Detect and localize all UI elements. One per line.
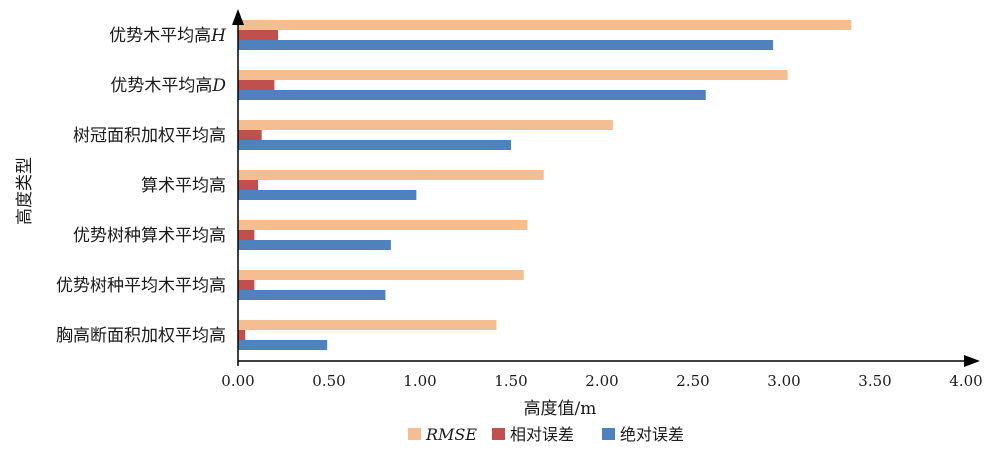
bar-series1-cat2 xyxy=(238,130,262,140)
bar-series1-cat3 xyxy=(238,180,259,190)
category-label-3: 算术平均高 xyxy=(141,176,226,196)
x-tick-label-2: 1.00 xyxy=(403,372,436,390)
bar-series2-cat1 xyxy=(238,90,706,100)
bar-series0-cat0 xyxy=(238,20,852,30)
x-axis-title: 高度值/m xyxy=(524,399,597,419)
x-tick-label-8: 4.00 xyxy=(949,372,982,390)
bar-series1-cat5 xyxy=(238,280,255,290)
bar-series2-cat4 xyxy=(238,240,391,250)
bar-series0-cat5 xyxy=(238,270,524,280)
bar-series1-cat1 xyxy=(238,80,275,90)
category-label-2: 树冠面积加权平均高 xyxy=(73,126,226,146)
x-tick-label-1: 0.50 xyxy=(312,372,345,390)
bar-series2-cat3 xyxy=(238,190,417,200)
y-axis-arrow xyxy=(232,9,244,25)
legend-swatch-1 xyxy=(492,428,505,440)
legend-swatch-2 xyxy=(602,428,615,440)
y-axis-title: 高度类型 xyxy=(15,157,35,225)
bars-group xyxy=(238,20,852,350)
bar-series0-cat2 xyxy=(238,120,613,130)
category-label-1: 优势木平均高D xyxy=(110,76,226,96)
category-label-0: 优势木平均高H xyxy=(109,26,227,46)
x-tick-label-6: 3.00 xyxy=(767,372,800,390)
category-labels: 优势木平均高H 优势木平均高D 树冠面积加权平均高算术平均高优势树种算术平均高优势树… xyxy=(56,26,227,346)
category-label-4: 优势树种算术平均高 xyxy=(73,226,226,246)
bar-series0-cat6 xyxy=(238,320,497,330)
x-tick-labels: 0.00 0.50 1.00 1.50 2.00 2.50 3.00 3.50 4.00 xyxy=(221,372,982,390)
bar-series2-cat5 xyxy=(238,290,386,300)
legend-label-0: RMSE xyxy=(425,425,477,444)
bar-series0-cat3 xyxy=(238,170,544,180)
legend: RMSE 相对误差 绝对误差 xyxy=(408,425,684,444)
category-label-5: 优势树种平均木平均高 xyxy=(56,276,226,296)
x-tick-label-3: 1.50 xyxy=(494,372,527,390)
bar-series2-cat2 xyxy=(238,140,511,150)
x-tick-label-5: 2.50 xyxy=(676,372,709,390)
axes-group xyxy=(232,9,980,367)
legend-label-1: 相对误差 xyxy=(510,425,574,444)
bar-series0-cat4 xyxy=(238,220,528,230)
bar-series2-cat0 xyxy=(238,40,774,50)
bar-series0-cat1 xyxy=(238,70,788,80)
bar-series1-cat0 xyxy=(238,30,279,40)
x-tick-label-0: 0.00 xyxy=(221,372,254,390)
legend-label-2: 绝对误差 xyxy=(620,425,684,444)
category-label-6: 胸高断面积加权平均高 xyxy=(56,326,226,346)
bar-series2-cat6 xyxy=(238,340,328,350)
legend-swatch-0 xyxy=(408,428,421,440)
x-tick-label-4: 2.00 xyxy=(585,372,618,390)
bar-series1-cat4 xyxy=(238,230,255,240)
x-tick-label-7: 3.50 xyxy=(858,372,891,390)
bar-series1-cat6 xyxy=(238,330,246,340)
x-axis-arrow xyxy=(964,355,980,367)
